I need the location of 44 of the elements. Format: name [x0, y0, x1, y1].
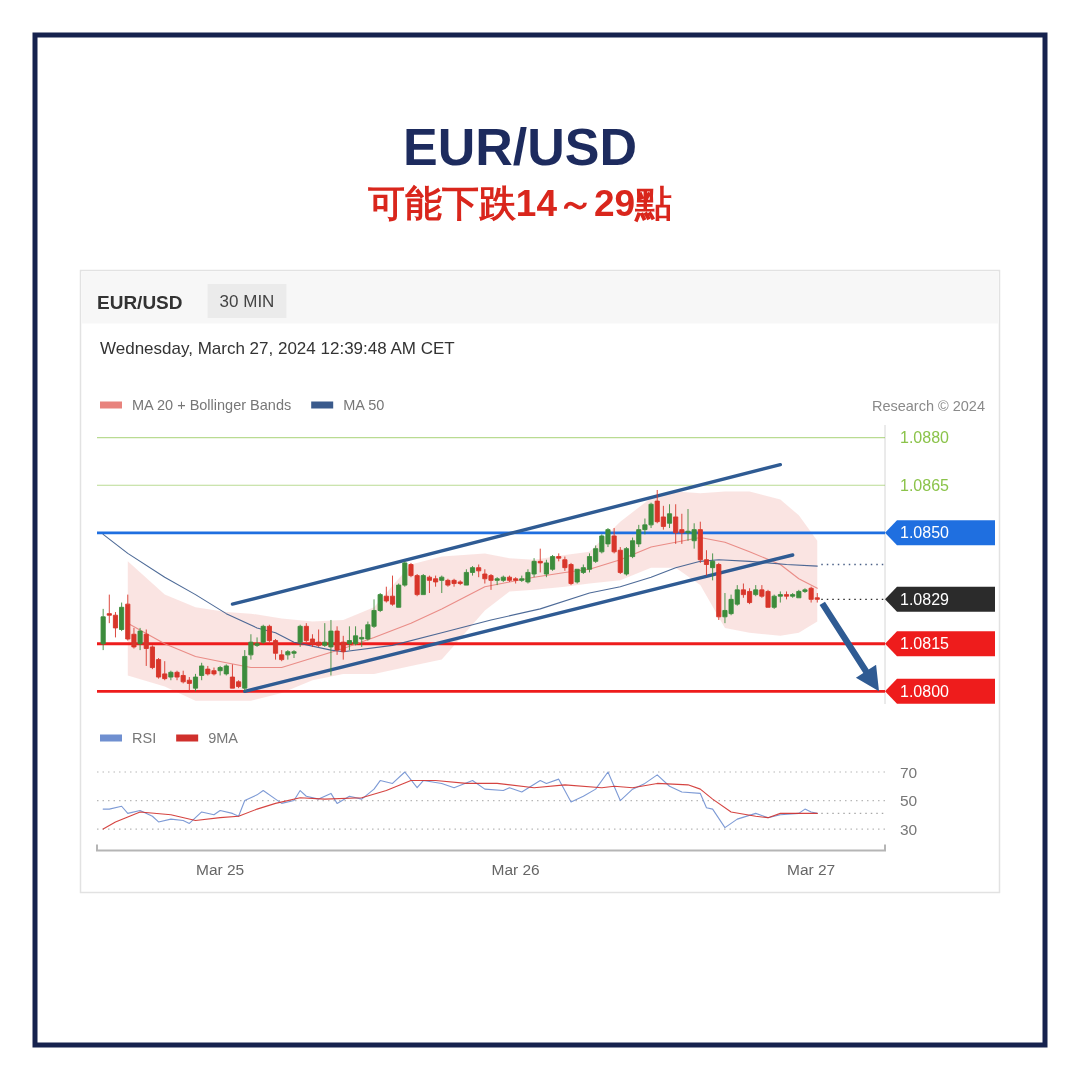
y-tick-label: 30	[900, 820, 918, 838]
legend-label: RSI	[132, 730, 157, 746]
candlestick	[297, 624, 303, 648]
y-tick-label: 1.0815	[900, 635, 950, 653]
legend-label: MA 20 + Bollinger Bands	[132, 397, 292, 413]
x-tick-label: Mar 25	[196, 860, 245, 878]
x-tick-label: Mar 27	[787, 860, 836, 878]
candlestick	[279, 649, 285, 662]
chart-subtitle: 可能下跌14～29點	[367, 183, 673, 224]
text: Research © 2024	[871, 398, 985, 414]
text: 30 MIN	[219, 292, 275, 311]
candlestick	[192, 673, 199, 692]
y-tick-label: 1.0800	[900, 682, 950, 700]
candlestick	[439, 575, 445, 594]
candlestick	[137, 627, 143, 651]
candlestick	[242, 649, 248, 692]
y-tick-label: 1.0880	[900, 429, 950, 447]
candlestick	[199, 662, 205, 681]
candlestick	[710, 552, 716, 581]
candlestick	[260, 624, 266, 645]
text: Wednesday, March 27, 2024 12:39:48 AM CET	[100, 339, 455, 358]
chart-title: EUR/USD	[402, 118, 638, 176]
candlestick	[753, 584, 759, 597]
x-tick-label: Mar 26	[491, 860, 540, 878]
candlestick	[420, 573, 426, 596]
line-series	[102, 780, 818, 830]
candlestick	[556, 552, 562, 562]
candlestick	[119, 602, 125, 632]
line-series	[102, 771, 818, 829]
text: EUR/USD	[97, 292, 183, 313]
candlestick	[666, 503, 673, 529]
candlestick	[476, 564, 482, 578]
candlestick	[783, 591, 790, 600]
candlestick	[716, 562, 722, 621]
legend-label: MA 50	[343, 397, 385, 413]
y-tick-label: 1.0850	[900, 524, 950, 542]
candlestick	[100, 608, 106, 651]
legend-label: 9MA	[208, 730, 239, 746]
y-tick-label: 1.0829	[900, 590, 950, 608]
y-tick-label: 1.0865	[900, 476, 950, 494]
candlestick	[168, 670, 174, 681]
y-tick-label: 70	[900, 763, 918, 781]
y-tick-label: 50	[900, 792, 918, 810]
candlestick	[537, 548, 543, 573]
